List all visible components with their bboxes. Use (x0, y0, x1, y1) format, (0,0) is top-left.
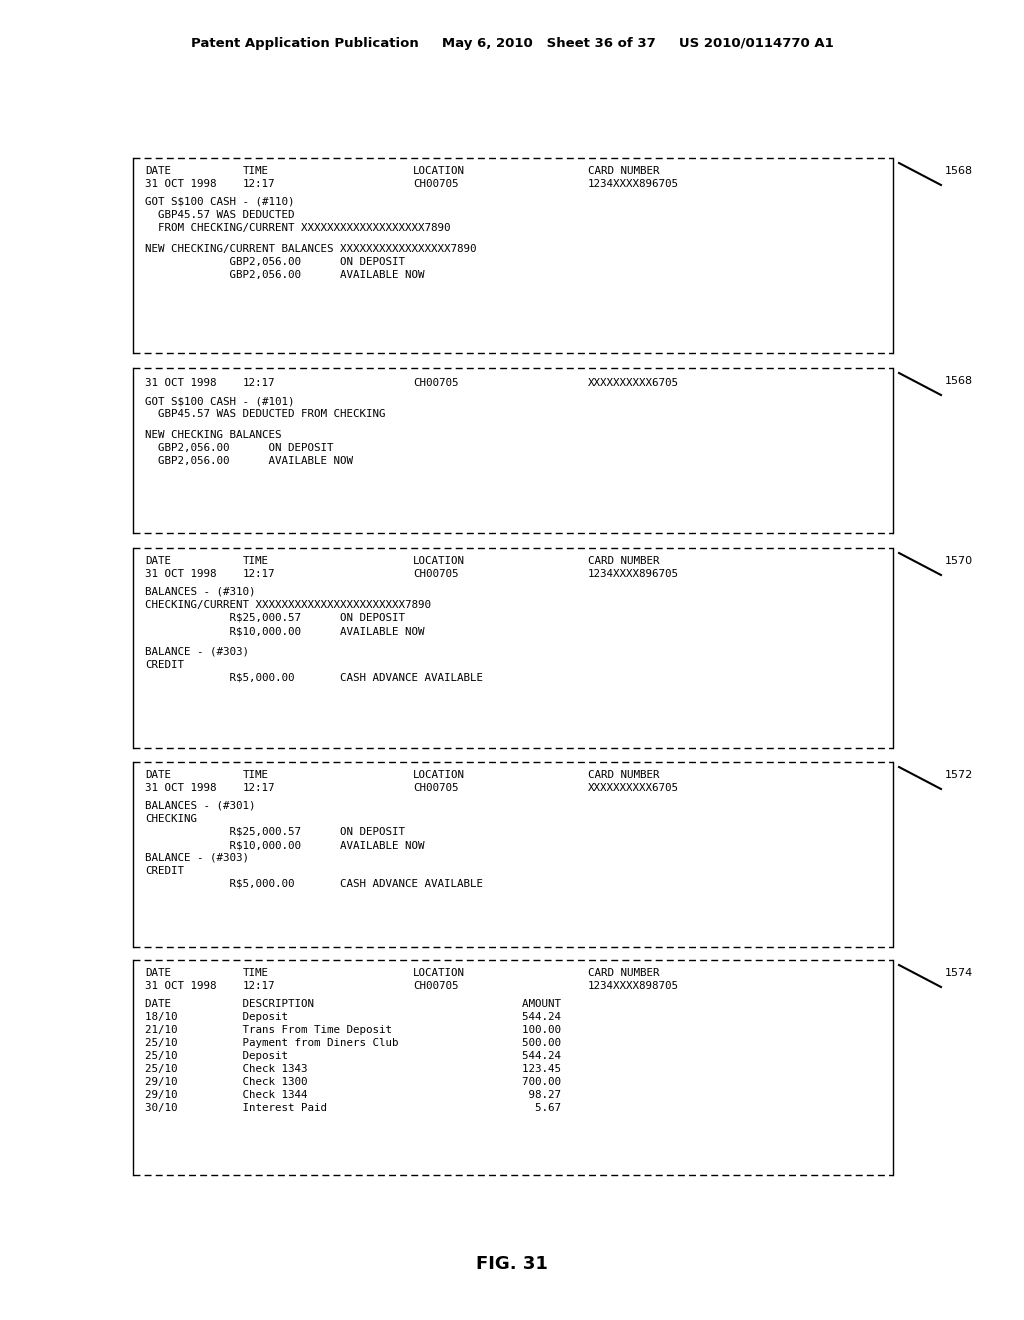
Text: BALANCE - (#303): BALANCE - (#303) (145, 853, 249, 863)
Text: TIME: TIME (243, 770, 269, 780)
Text: GBP2,056.00      ON DEPOSIT: GBP2,056.00 ON DEPOSIT (145, 257, 406, 267)
Text: GOT S$100 CASH - (#110): GOT S$100 CASH - (#110) (145, 197, 295, 207)
Text: XXXXXXXXXX6705: XXXXXXXXXX6705 (588, 378, 679, 388)
Text: CH00705: CH00705 (413, 569, 459, 579)
Text: NEW CHECKING/CURRENT BALANCES XXXXXXXXXXXXXXXXX7890: NEW CHECKING/CURRENT BALANCES XXXXXXXXXX… (145, 244, 476, 253)
Text: GBP45.57 WAS DEDUCTED FROM CHECKING: GBP45.57 WAS DEDUCTED FROM CHECKING (145, 409, 385, 418)
Text: TIME: TIME (243, 968, 269, 978)
Text: 25/10          Payment from Diners Club                   500.00: 25/10 Payment from Diners Club 500.00 (145, 1038, 561, 1048)
Text: DATE: DATE (145, 968, 171, 978)
Text: TIME: TIME (243, 556, 269, 566)
Text: NEW CHECKING BALANCES: NEW CHECKING BALANCES (145, 430, 282, 440)
Text: 1570: 1570 (945, 556, 973, 566)
Text: BALANCE - (#303): BALANCE - (#303) (145, 647, 249, 657)
Text: CREDIT: CREDIT (145, 660, 184, 669)
Text: 31 OCT 1998: 31 OCT 1998 (145, 981, 216, 991)
Text: R$10,000.00      AVAILABLE NOW: R$10,000.00 AVAILABLE NOW (145, 840, 425, 850)
Text: CH00705: CH00705 (413, 981, 459, 991)
Text: GBP2,056.00      AVAILABLE NOW: GBP2,056.00 AVAILABLE NOW (145, 455, 353, 466)
Text: 12:17: 12:17 (243, 783, 275, 793)
Text: 25/10          Check 1343                                 123.45: 25/10 Check 1343 123.45 (145, 1064, 561, 1074)
Text: 1568: 1568 (945, 376, 973, 385)
Text: 31 OCT 1998: 31 OCT 1998 (145, 180, 216, 189)
Text: FROM CHECKING/CURRENT XXXXXXXXXXXXXXXXXXX7890: FROM CHECKING/CURRENT XXXXXXXXXXXXXXXXXX… (145, 223, 451, 234)
Text: GOT S$100 CASH - (#101): GOT S$100 CASH - (#101) (145, 396, 295, 407)
Text: 1574: 1574 (945, 968, 973, 978)
Text: 18/10          Deposit                                    544.24: 18/10 Deposit 544.24 (145, 1012, 561, 1022)
Text: 31 OCT 1998: 31 OCT 1998 (145, 783, 216, 793)
Text: Patent Application Publication     May 6, 2010   Sheet 36 of 37     US 2010/0114: Patent Application Publication May 6, 20… (190, 37, 834, 50)
Text: LOCATION: LOCATION (413, 968, 465, 978)
Text: 29/10          Check 1344                                  98.27: 29/10 Check 1344 98.27 (145, 1090, 561, 1100)
Text: DATE: DATE (145, 770, 171, 780)
Text: DATE           DESCRIPTION                                AMOUNT: DATE DESCRIPTION AMOUNT (145, 999, 561, 1008)
Text: CARD NUMBER: CARD NUMBER (588, 968, 659, 978)
Text: FIG. 31: FIG. 31 (476, 1255, 548, 1272)
Text: LOCATION: LOCATION (413, 770, 465, 780)
Text: DATE: DATE (145, 556, 171, 566)
Text: 25/10          Deposit                                    544.24: 25/10 Deposit 544.24 (145, 1051, 561, 1061)
Text: TIME: TIME (243, 166, 269, 176)
Text: 31 OCT 1998: 31 OCT 1998 (145, 378, 216, 388)
Text: 1568: 1568 (945, 166, 973, 176)
Text: CARD NUMBER: CARD NUMBER (588, 556, 659, 566)
Text: R$10,000.00      AVAILABLE NOW: R$10,000.00 AVAILABLE NOW (145, 626, 425, 636)
Text: 31 OCT 1998: 31 OCT 1998 (145, 569, 216, 579)
Text: CARD NUMBER: CARD NUMBER (588, 166, 659, 176)
Text: 12:17: 12:17 (243, 981, 275, 991)
Text: 1234XXXX896705: 1234XXXX896705 (588, 569, 679, 579)
Text: GBP2,056.00      AVAILABLE NOW: GBP2,056.00 AVAILABLE NOW (145, 269, 425, 280)
Text: BALANCES - (#310): BALANCES - (#310) (145, 587, 256, 597)
Text: 1234XXXX898705: 1234XXXX898705 (588, 981, 679, 991)
Text: 12:17: 12:17 (243, 378, 275, 388)
Text: CHECKING/CURRENT XXXXXXXXXXXXXXXXXXXXXXX7890: CHECKING/CURRENT XXXXXXXXXXXXXXXXXXXXXXX… (145, 601, 431, 610)
Text: 1234XXXX896705: 1234XXXX896705 (588, 180, 679, 189)
Text: R$5,000.00       CASH ADVANCE AVAILABLE: R$5,000.00 CASH ADVANCE AVAILABLE (145, 879, 483, 888)
Text: 30/10          Interest Paid                                5.67: 30/10 Interest Paid 5.67 (145, 1104, 561, 1113)
Text: CARD NUMBER: CARD NUMBER (588, 770, 659, 780)
Text: 21/10          Trans From Time Deposit                    100.00: 21/10 Trans From Time Deposit 100.00 (145, 1026, 561, 1035)
Text: CH00705: CH00705 (413, 783, 459, 793)
Text: 29/10          Check 1300                                 700.00: 29/10 Check 1300 700.00 (145, 1077, 561, 1086)
Text: CREDIT: CREDIT (145, 866, 184, 876)
Text: XXXXXXXXXX6705: XXXXXXXXXX6705 (588, 783, 679, 793)
Text: CH00705: CH00705 (413, 378, 459, 388)
Text: LOCATION: LOCATION (413, 556, 465, 566)
Text: GBP45.57 WAS DEDUCTED: GBP45.57 WAS DEDUCTED (145, 210, 295, 220)
Text: R$25,000.57      ON DEPOSIT: R$25,000.57 ON DEPOSIT (145, 612, 406, 623)
Text: DATE: DATE (145, 166, 171, 176)
Text: CHECKING: CHECKING (145, 814, 197, 824)
Text: R$25,000.57      ON DEPOSIT: R$25,000.57 ON DEPOSIT (145, 828, 406, 837)
Text: LOCATION: LOCATION (413, 166, 465, 176)
Text: 1572: 1572 (945, 770, 973, 780)
Text: R$5,000.00       CASH ADVANCE AVAILABLE: R$5,000.00 CASH ADVANCE AVAILABLE (145, 673, 483, 682)
Text: GBP2,056.00      ON DEPOSIT: GBP2,056.00 ON DEPOSIT (145, 442, 334, 453)
Text: 12:17: 12:17 (243, 180, 275, 189)
Text: CH00705: CH00705 (413, 180, 459, 189)
Text: BALANCES - (#301): BALANCES - (#301) (145, 801, 256, 810)
Text: 12:17: 12:17 (243, 569, 275, 579)
